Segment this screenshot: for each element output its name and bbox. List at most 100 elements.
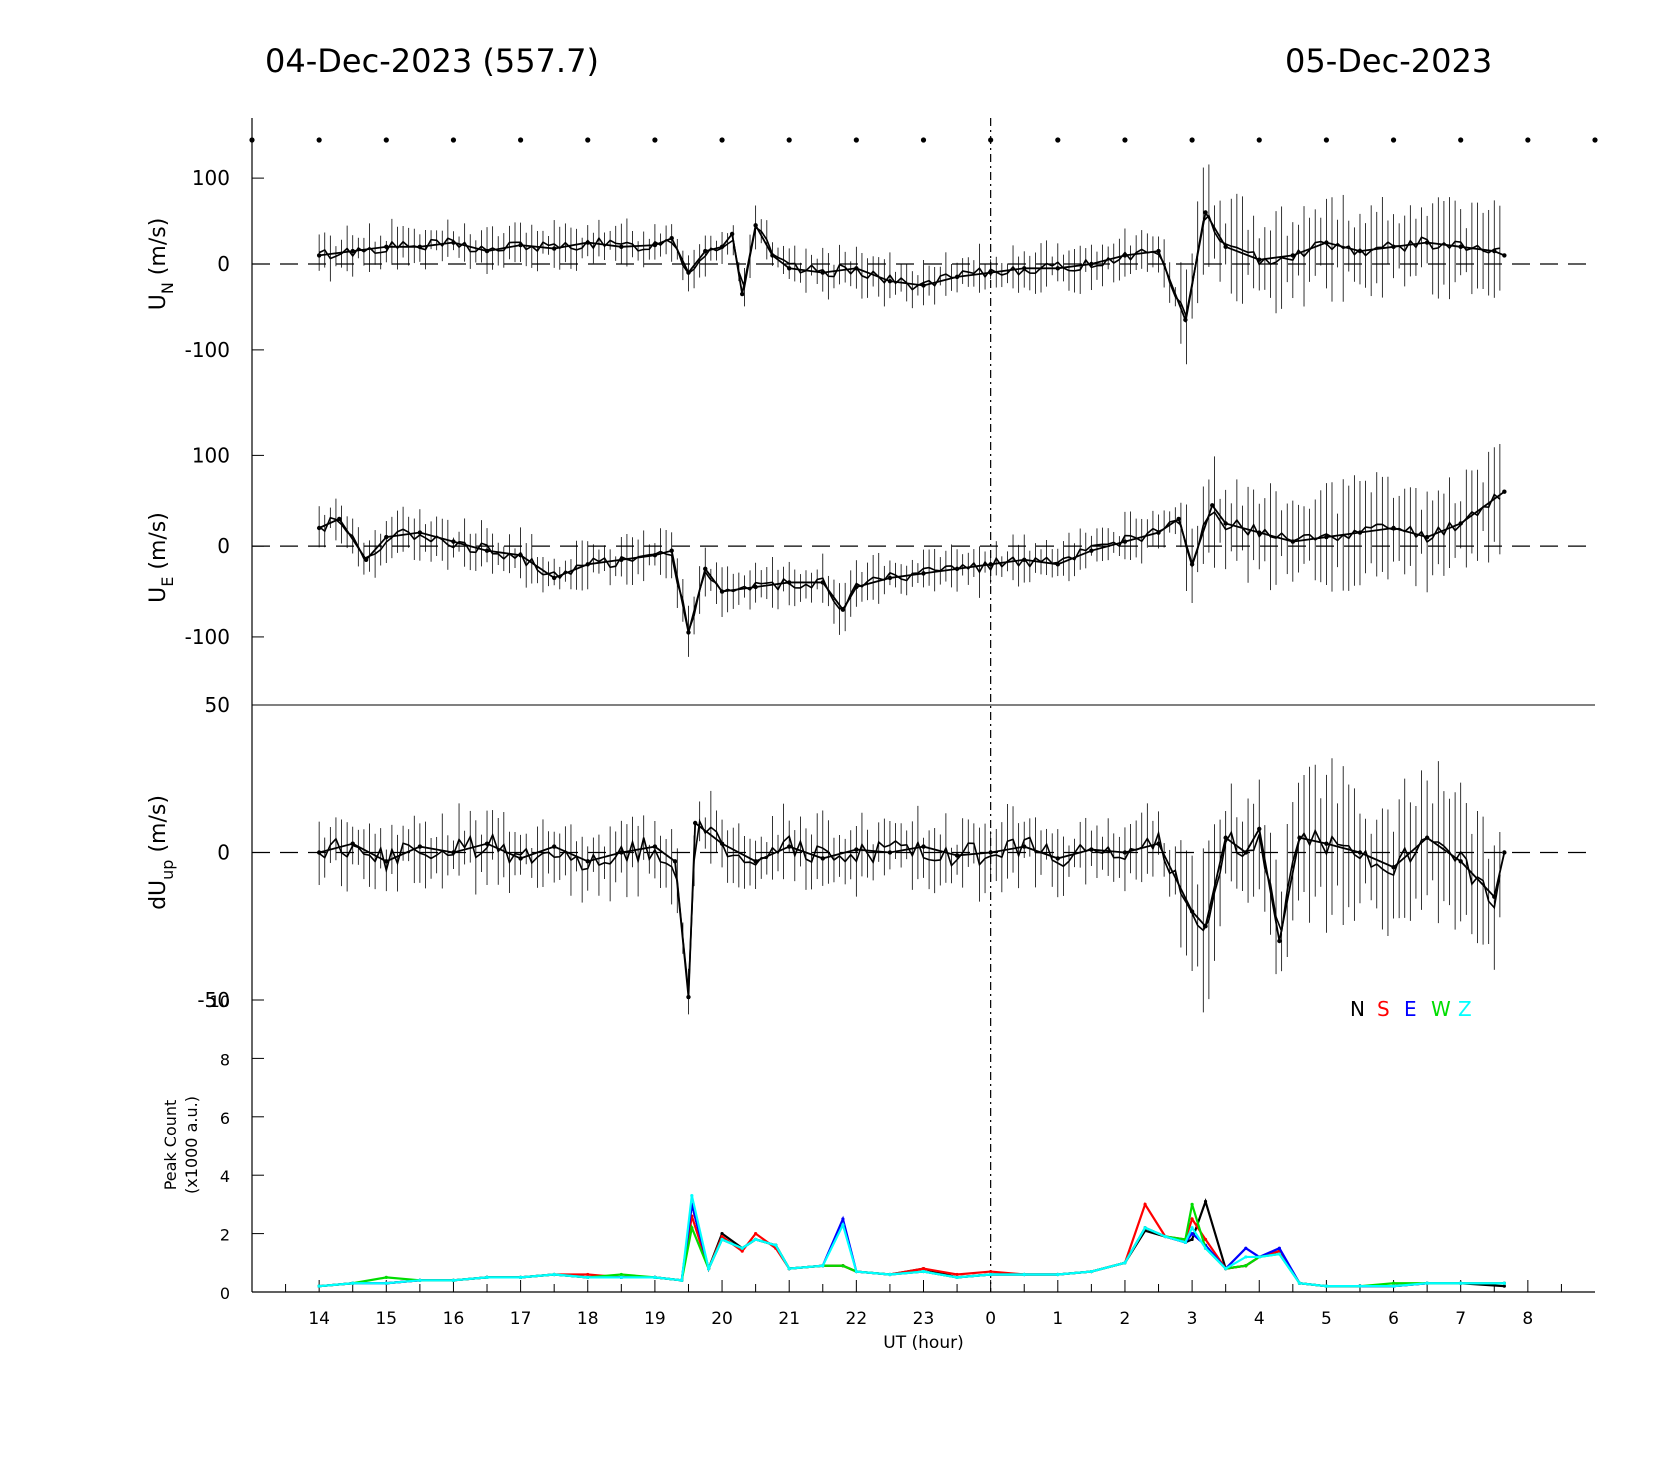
x-tick-label: 2 <box>1120 1309 1131 1329</box>
peak-count-point-Z <box>690 1194 694 1198</box>
series-keypoint-line <box>319 209 1505 324</box>
x-tick-label: 6 <box>1388 1309 1399 1329</box>
y-tick-label: 4 <box>220 1167 230 1186</box>
x-tick-label: 14 <box>308 1309 330 1329</box>
legend-Z: Z <box>1458 997 1472 1021</box>
x-tick-label: 20 <box>711 1309 733 1329</box>
peak-count-point-S <box>1203 1237 1208 1242</box>
series-keypoint-line <box>318 821 1506 998</box>
peak-count-point-Z <box>1163 1234 1167 1239</box>
hour-dot <box>316 137 322 143</box>
peak-count-point-Z <box>451 1278 456 1282</box>
x-axis-label: UT (hour) <box>883 1333 963 1353</box>
y-tick-label: 50 <box>205 693 230 717</box>
peak-count-point-Z <box>955 1275 959 1279</box>
x-tick-label: 5 <box>1321 1309 1332 1329</box>
hour-dot <box>1055 137 1061 143</box>
legend-E: E <box>1404 997 1417 1021</box>
peak-count-point-S <box>921 1267 926 1271</box>
x-tick-label: 16 <box>443 1309 465 1329</box>
y-tick-label: -100 <box>185 625 230 649</box>
peak-count-point-Z <box>485 1275 489 1279</box>
y-tick-label: 0 <box>220 1284 230 1303</box>
y-axis-label-line1: Peak Count <box>161 1100 180 1191</box>
y-axis-label: UE (m/s) <box>146 512 177 603</box>
y-axis-label: dUup (m/s) <box>146 795 177 910</box>
hour-dot <box>249 137 255 143</box>
peak-count-point-Z <box>740 1246 744 1250</box>
peak-count-point-E <box>1190 1232 1194 1236</box>
series-keypoint-line <box>318 490 1505 633</box>
peak-count-point-N <box>1502 1284 1506 1288</box>
hour-dot <box>1525 137 1531 143</box>
series-line <box>318 818 1501 992</box>
peak-count-point-Z <box>888 1272 892 1277</box>
x-tick-label: 7 <box>1455 1309 1466 1329</box>
legend-W: W <box>1431 997 1451 1021</box>
peak-count-point-Z <box>774 1243 778 1247</box>
y-tick-label: 0 <box>217 841 230 865</box>
peak-count-point-Z <box>1502 1281 1506 1285</box>
hour-dot <box>1323 137 1329 143</box>
legend-N: N <box>1350 997 1365 1021</box>
peak-count-point-Z <box>1459 1281 1463 1285</box>
peak-count-point-W <box>690 1226 694 1230</box>
x-tick-label: 1 <box>1052 1309 1063 1329</box>
y-tick-label: -50 <box>197 988 230 1012</box>
peak-count-point-Z <box>552 1272 556 1277</box>
series-line <box>318 493 1501 635</box>
peak-count-point-Z <box>1358 1284 1362 1288</box>
x-tick-label: 8 <box>1522 1309 1533 1329</box>
peak-count-point-Z <box>989 1272 993 1277</box>
data-point <box>316 253 322 258</box>
peak-count-point-Z <box>854 1269 858 1274</box>
peak-count-point-Z <box>1257 1255 1261 1259</box>
x-tick-label: 0 <box>985 1309 996 1329</box>
peak-count-point-Z <box>418 1278 422 1282</box>
peak-count-point-Z <box>519 1275 523 1279</box>
peak-count-point-Z <box>351 1281 355 1285</box>
peak-count-point-Z <box>1123 1261 1127 1265</box>
peak-count-point-Z <box>1143 1226 1147 1230</box>
y-tick-label: 100 <box>192 443 230 467</box>
peak-count-point-Z <box>1089 1269 1093 1274</box>
y-tick-label: 10 <box>210 992 230 1011</box>
y-tick-label: 0 <box>217 534 230 558</box>
peak-count-point-Z <box>384 1281 388 1285</box>
hour-dot <box>920 137 927 143</box>
peak-count-point-Z <box>1297 1281 1302 1285</box>
y-tick-label: 0 <box>217 252 230 276</box>
peak-count-point-S <box>740 1249 744 1253</box>
peak-count-point-Z <box>1224 1267 1228 1271</box>
x-tick-label: 4 <box>1254 1309 1265 1329</box>
series-line <box>318 214 1501 320</box>
peak-count-line-Z <box>319 1195 1505 1288</box>
peak-count-point-S <box>955 1272 959 1277</box>
hour-dot <box>1122 137 1128 143</box>
peak-count-point-Z <box>707 1267 711 1271</box>
peak-count-point-Z <box>1022 1272 1026 1277</box>
y-tick-label: -100 <box>185 338 230 362</box>
peak-count-point-Z <box>586 1275 590 1279</box>
peak-count-point-Z <box>1425 1281 1429 1285</box>
legend-S: S <box>1377 997 1390 1021</box>
peak-count-point-S <box>720 1234 724 1239</box>
y-axis-label: UN (m/s) <box>146 218 177 311</box>
x-tick-label: 21 <box>778 1309 800 1329</box>
x-tick-label: 23 <box>913 1309 935 1329</box>
peak-count-line-W <box>319 1204 1505 1288</box>
right-date-title: 05-Dec-2023 <box>1285 42 1493 80</box>
hour-dot <box>1592 137 1598 143</box>
peak-count-point-W <box>1190 1202 1194 1206</box>
peak-count-point-Z <box>317 1284 321 1288</box>
peak-count-point-W <box>841 1264 845 1268</box>
hour-dot <box>1390 137 1397 143</box>
peak-count-point-S <box>989 1269 993 1274</box>
hour-dot <box>585 137 591 143</box>
x-tick-label: 22 <box>846 1309 868 1329</box>
peak-count-point-Z <box>1244 1255 1248 1259</box>
hour-dot <box>1458 137 1464 143</box>
x-tick-label: 17 <box>510 1309 532 1329</box>
hour-dot <box>719 137 725 143</box>
peak-count-point-S <box>1190 1217 1194 1221</box>
